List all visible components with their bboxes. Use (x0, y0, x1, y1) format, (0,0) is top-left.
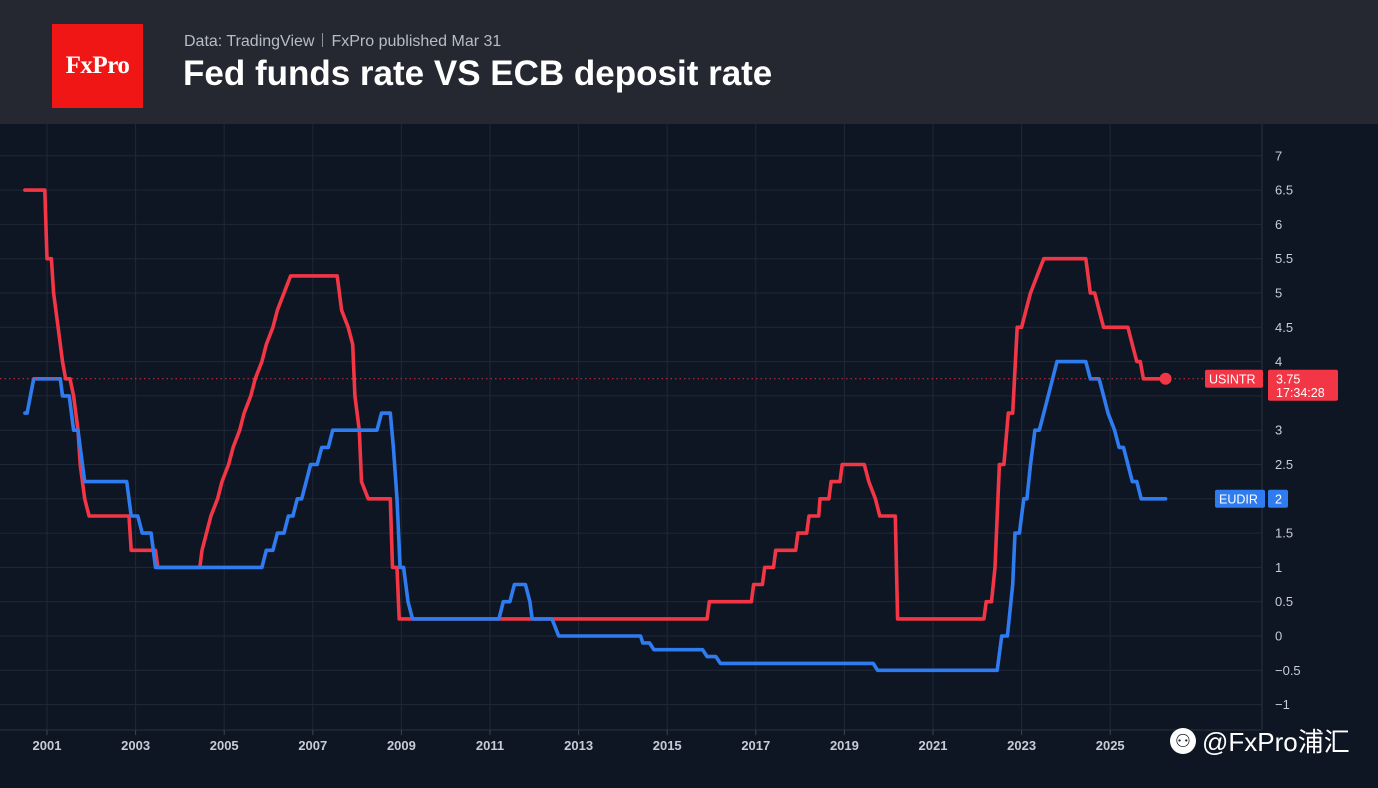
chart-meta: Data: TradingView FxPro published Mar 31 (184, 33, 501, 51)
x-tick-label: 2009 (387, 738, 416, 753)
y-tick-label: 7 (1275, 148, 1282, 163)
y-tick-label: 0 (1275, 629, 1282, 644)
x-tick-label: 2017 (741, 738, 770, 753)
ecb-value-tag (1268, 489, 1288, 508)
x-tick-label: 2025 (1096, 738, 1125, 753)
header-bar: FxPro Data: TradingView FxPro published M… (0, 0, 1378, 124)
y-tick-label: 4 (1275, 354, 1282, 369)
y-tick-label: −0.5 (1275, 663, 1301, 678)
fed-value-tag (1268, 369, 1338, 401)
grid-lines (0, 124, 1262, 730)
ecb-series-tag (1215, 489, 1265, 508)
y-tick-label: 3 (1275, 423, 1282, 438)
y-axis-ticks: −1−0.500.511.522.533.544.555.566.57 (1275, 148, 1301, 712)
fed-series (23, 188, 1168, 621)
ecb-series-name: EUDIR (1219, 492, 1258, 506)
weibo-icon: ⚇ (1170, 727, 1196, 754)
x-tick-label: 2003 (121, 738, 150, 753)
x-tick-label: 2001 (33, 738, 62, 753)
meta-separator (322, 33, 324, 47)
fed-last-point (1159, 372, 1172, 385)
x-axis-ticks: 2001 2003 2005 2007 2009 2011 2013 2015 2017 2019… (33, 730, 1125, 753)
x-tick-label: 2023 (1007, 738, 1036, 753)
ecb-rate-line (23, 359, 1168, 673)
x-tick-label: 2021 (919, 738, 948, 753)
x-tick-label: 2013 (564, 738, 593, 753)
x-tick-label: 2015 (653, 738, 682, 753)
y-tick-label: 6 (1275, 217, 1282, 232)
y-tick-label: 4.5 (1275, 320, 1293, 335)
fed-countdown-label: 17:34:28 (1276, 386, 1325, 400)
y-tick-label: 5 (1275, 286, 1282, 301)
y-tick-label: 1 (1275, 560, 1282, 575)
data-source-label: Data: TradingView (184, 33, 315, 50)
weibo-watermark: ⚇ @FxPro浦汇 (1170, 722, 1350, 759)
x-tick-label: 2011 (476, 738, 504, 753)
fed-series-name: USINTR (1209, 372, 1256, 386)
y-tick-label: 1.5 (1275, 526, 1293, 541)
y-tick-label: 2.5 (1275, 457, 1293, 472)
x-tick-label: 2007 (298, 738, 327, 753)
fed-rate-line (23, 188, 1168, 621)
x-tick-label: 2019 (830, 738, 859, 753)
fed-series-tag (1205, 369, 1263, 388)
watermark-text: @FxPro浦汇 (1202, 727, 1350, 757)
y-tick-label: −1 (1275, 697, 1290, 712)
x-tick-label: 2005 (210, 738, 239, 753)
y-tick-label: 0.5 (1275, 594, 1293, 609)
fxpro-logo: FxPro (52, 24, 143, 108)
y-tick-label: 5.5 (1275, 251, 1293, 266)
ecb-series (23, 359, 1168, 673)
fed-value-label: 3.75 (1276, 372, 1300, 386)
page-title: Fed funds rate VS ECB deposit rate (183, 54, 773, 93)
y-tick-label: 6.5 (1275, 183, 1293, 198)
ecb-value-label: 2 (1275, 492, 1282, 506)
published-label: FxPro published Mar 31 (331, 33, 502, 50)
